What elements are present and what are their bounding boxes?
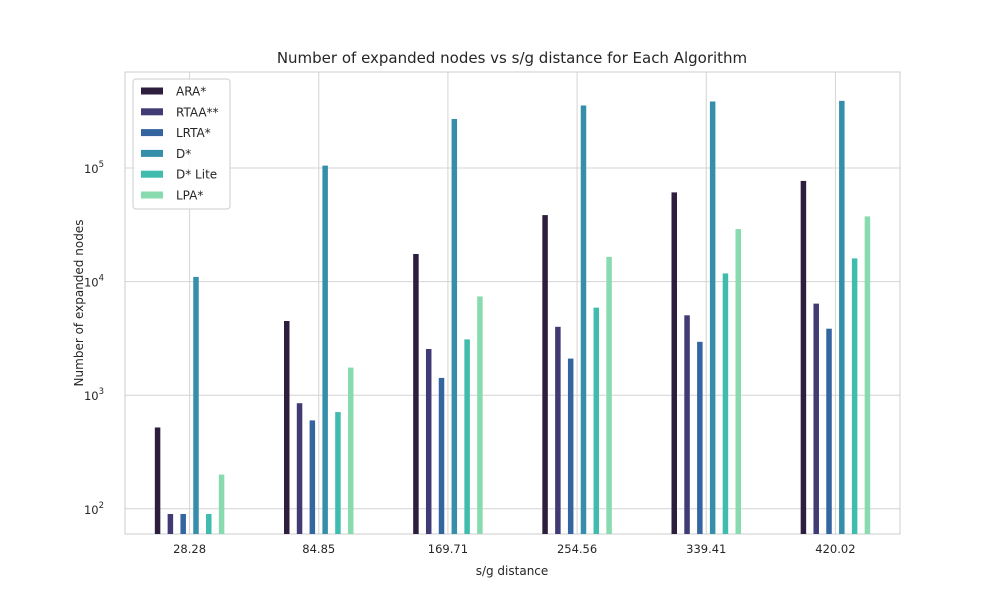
- bar: [180, 513, 186, 534]
- legend-label: D* Lite: [176, 168, 217, 182]
- plot-background: [125, 72, 900, 534]
- bar: [335, 412, 341, 534]
- legend-label: LPA*: [176, 189, 203, 203]
- bar: [684, 315, 690, 534]
- bar: [477, 296, 483, 534]
- legend-swatch: [141, 129, 163, 137]
- bar: [735, 229, 741, 534]
- bar: [309, 420, 316, 534]
- bar: [722, 273, 729, 534]
- plot-frame: [124, 71, 901, 535]
- bar: [839, 100, 845, 534]
- bar: [206, 513, 212, 534]
- chart-title: Number of expanded nodes vs s/g distance…: [277, 49, 747, 67]
- legend-label: RTAA**: [176, 105, 219, 119]
- x-tick-label: 339.41: [686, 542, 726, 556]
- bar: [284, 320, 290, 534]
- bar: [851, 258, 858, 534]
- y-tick-label: 102: [84, 501, 104, 517]
- bar: [555, 326, 561, 534]
- legend-swatch: [141, 149, 163, 157]
- bar: [800, 180, 807, 534]
- x-tick-label: 28.28: [173, 542, 206, 556]
- y-tick-labels: 102 103 104 105: [84, 160, 104, 517]
- x-tick-label: 169.71: [428, 542, 468, 556]
- legend-swatch: [141, 191, 163, 199]
- bar: [542, 215, 548, 534]
- grid: [125, 72, 900, 534]
- y-tick-label: 104: [84, 274, 104, 290]
- bar: [322, 165, 328, 535]
- bar: [438, 377, 445, 534]
- x-tick-label: 254.56: [557, 542, 597, 556]
- bar: [167, 513, 174, 534]
- bar: [813, 303, 819, 534]
- bar: [606, 256, 612, 534]
- bar: [464, 339, 470, 534]
- x-tick-label: 84.85: [302, 542, 335, 556]
- y-tick-label: 103: [84, 387, 104, 403]
- bar: [218, 474, 225, 534]
- legend-swatch: [141, 87, 163, 95]
- bar: [296, 403, 303, 534]
- y-axis-label: Number of expanded nodes: [72, 220, 86, 387]
- bar: [567, 358, 574, 534]
- bar: [697, 341, 703, 534]
- legend-swatch: [141, 108, 163, 116]
- bar: [413, 253, 419, 534]
- legend-label: ARA*: [176, 85, 206, 99]
- bar: [580, 105, 587, 534]
- y-tick-label: 105: [84, 160, 104, 176]
- x-axis-label: s/g distance: [476, 564, 549, 578]
- bar: [709, 101, 716, 534]
- bar: [826, 328, 832, 534]
- legend-label: D*: [176, 147, 191, 161]
- bar: [154, 427, 161, 534]
- legend-swatch: [141, 170, 163, 178]
- x-tick-label: 420.02: [815, 542, 855, 556]
- bar: [593, 307, 600, 534]
- bar: [864, 216, 871, 534]
- bar: [671, 192, 677, 535]
- bars: [154, 100, 871, 535]
- legend-label: LRTA*: [176, 126, 211, 140]
- bar: [451, 118, 458, 534]
- bar: [193, 276, 199, 534]
- bar: [425, 349, 432, 534]
- bar: [348, 367, 354, 534]
- x-tick-labels: 28.28 84.85 169.71 254.56 339.41 420.02: [173, 542, 855, 556]
- legend: ARA* RTAA** LRTA* D* D* Lite LPA*: [132, 78, 231, 210]
